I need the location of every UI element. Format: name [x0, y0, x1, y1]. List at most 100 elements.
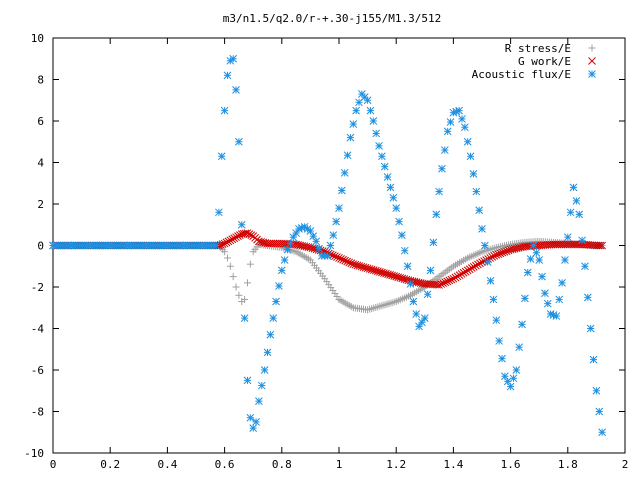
data-point	[532, 248, 541, 257]
data-point	[331, 252, 339, 261]
data-point	[243, 279, 251, 287]
data-point	[315, 244, 323, 253]
data-point	[312, 237, 320, 246]
data-point	[292, 229, 300, 237]
data-point	[415, 322, 423, 331]
y-tick-label: -2	[31, 281, 44, 294]
y-tick-label: -8	[31, 406, 44, 419]
data-point	[469, 170, 478, 178]
x-tick-label: 1.8	[558, 458, 578, 471]
y-tick-label: 8	[37, 74, 44, 87]
legend-marker	[588, 57, 596, 65]
legend-label: G work/E	[518, 55, 571, 68]
data-point	[257, 381, 266, 390]
data-point	[220, 239, 229, 248]
data-point	[252, 418, 260, 426]
data-point	[461, 267, 470, 276]
data-point	[341, 256, 349, 265]
data-point	[343, 151, 352, 160]
data-point	[596, 241, 605, 250]
data-point	[423, 290, 432, 299]
data-point	[543, 299, 552, 308]
data-point	[486, 276, 495, 285]
data-point	[472, 187, 481, 196]
data-point	[563, 233, 572, 242]
data-point	[329, 231, 338, 239]
data-point	[380, 162, 389, 171]
legend-marker	[588, 44, 596, 52]
data-point	[306, 227, 315, 235]
data-point	[255, 397, 263, 405]
data-point	[435, 281, 443, 289]
data-point	[443, 277, 452, 286]
data-point	[552, 312, 561, 320]
data-point	[283, 245, 292, 254]
data-point	[457, 270, 466, 278]
data-point	[260, 366, 269, 374]
data-point	[398, 231, 406, 239]
data-point	[333, 253, 341, 261]
data-point	[234, 232, 242, 241]
data-point	[435, 187, 443, 196]
data-point	[572, 197, 581, 205]
data-point	[447, 275, 456, 284]
data-point	[228, 235, 237, 244]
data-point	[438, 164, 446, 173]
data-point	[441, 278, 450, 287]
data-point	[221, 248, 229, 256]
x-tick-label: 0.4	[157, 458, 177, 471]
data-point	[277, 266, 286, 275]
data-point	[395, 217, 403, 226]
data-point	[492, 250, 501, 259]
data-point	[575, 210, 584, 219]
data-point	[245, 230, 254, 238]
data-point	[226, 236, 235, 245]
data-point	[232, 86, 240, 94]
data-point	[523, 268, 532, 277]
data-point	[598, 241, 606, 250]
data-point	[226, 262, 234, 270]
data-point	[246, 413, 255, 422]
data-point	[229, 54, 238, 63]
data-point	[498, 248, 507, 257]
data-point	[518, 320, 526, 329]
data-point	[400, 246, 409, 255]
data-point	[463, 266, 472, 275]
data-point	[235, 291, 243, 299]
data-point	[326, 241, 335, 250]
data-point	[459, 268, 468, 277]
series-2	[49, 54, 606, 437]
data-points	[49, 54, 606, 437]
data-point	[481, 241, 489, 250]
data-point	[232, 283, 240, 291]
data-point	[243, 229, 252, 237]
data-point	[478, 225, 486, 233]
data-point	[230, 234, 238, 243]
data-point	[512, 366, 521, 374]
data-point	[443, 127, 452, 136]
data-point	[289, 233, 298, 242]
data-point	[420, 314, 429, 322]
data-point	[458, 115, 466, 123]
x-tick-label: 1.6	[501, 458, 521, 471]
x-tick-label: 0.8	[272, 458, 292, 471]
data-point	[212, 241, 220, 250]
data-point	[440, 146, 449, 154]
legend-marker	[588, 70, 596, 78]
data-point	[349, 120, 358, 128]
data-point	[375, 142, 383, 150]
data-point	[246, 260, 254, 268]
data-point	[515, 343, 524, 352]
data-point	[446, 118, 455, 126]
data-point	[409, 297, 418, 306]
data-point	[595, 407, 604, 416]
data-point	[383, 173, 392, 181]
data-point	[340, 169, 349, 177]
y-tick-label: -4	[31, 323, 45, 336]
data-point	[272, 297, 280, 306]
data-point	[237, 220, 246, 229]
x-tick-label: 1.2	[386, 458, 406, 471]
x-tick-label: 0.2	[100, 458, 120, 471]
